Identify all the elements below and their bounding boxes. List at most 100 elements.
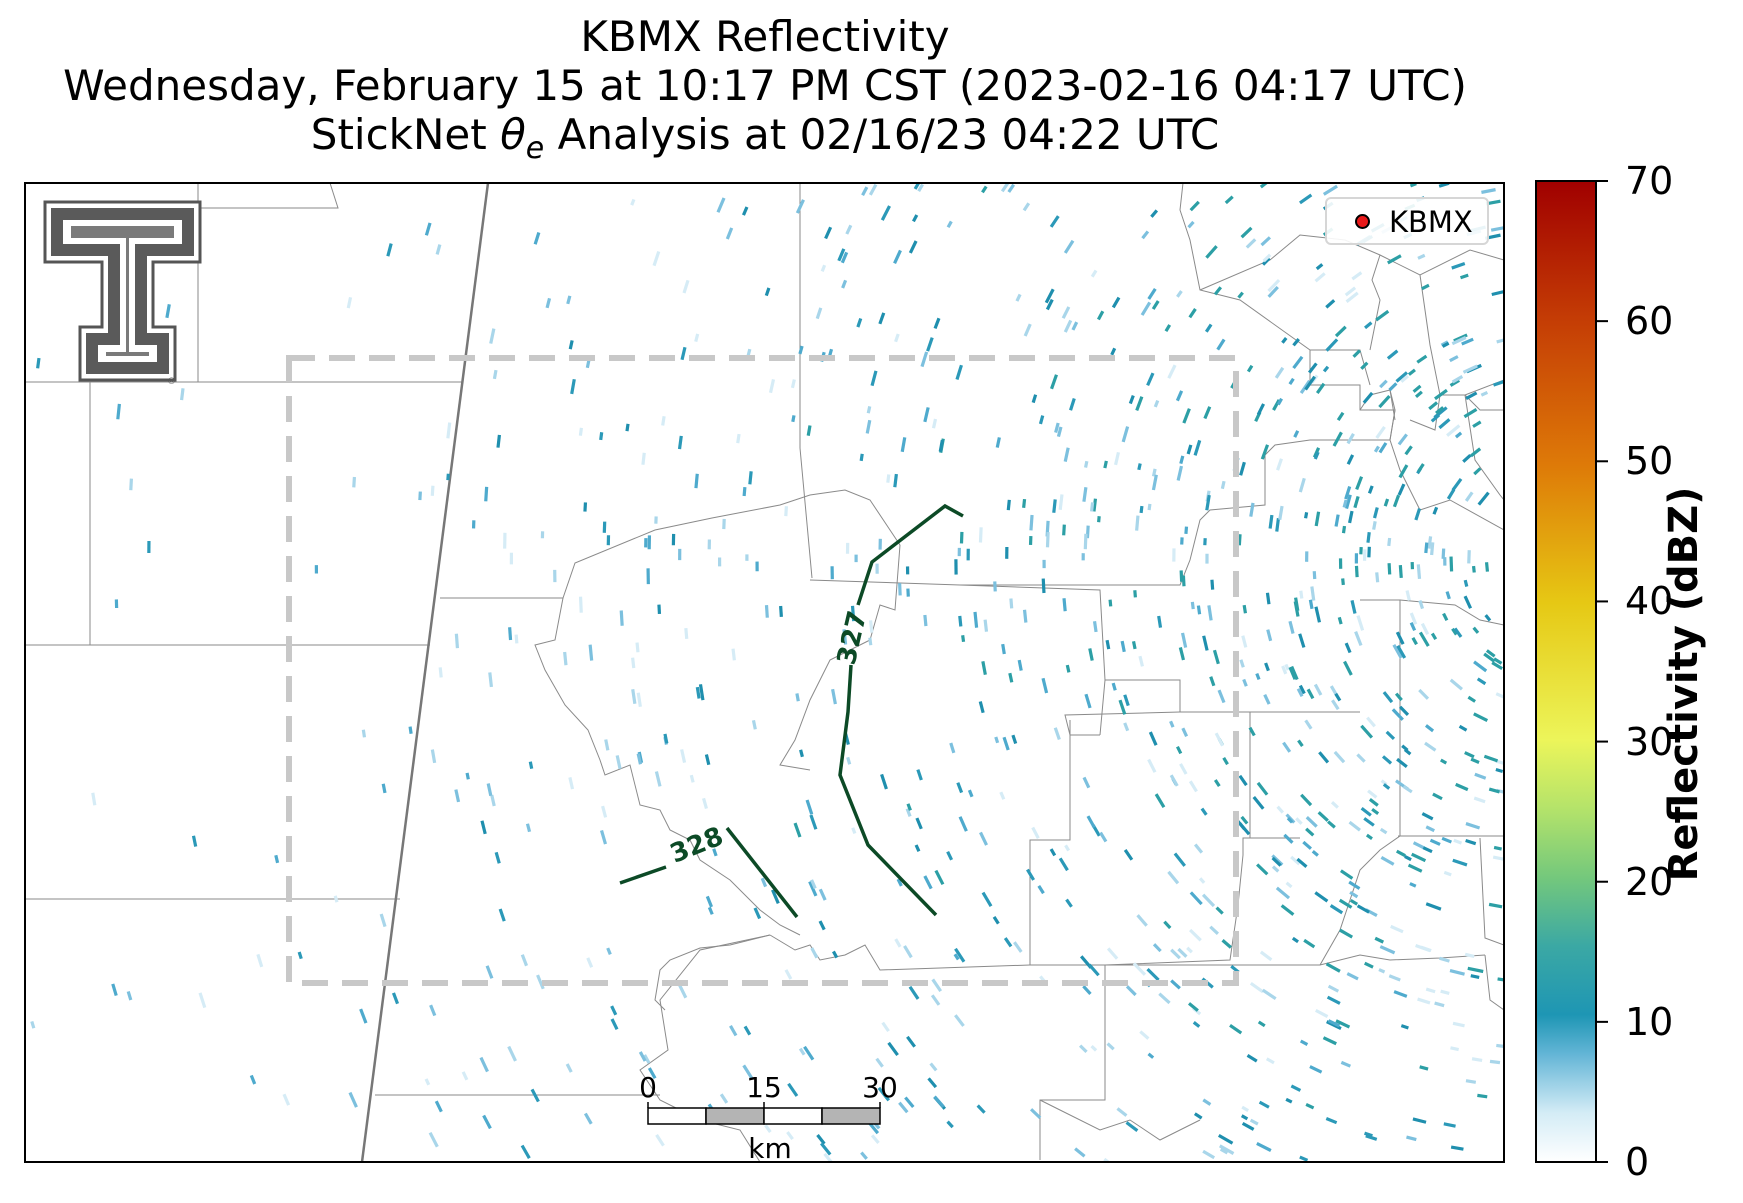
radar-echo <box>1410 561 1415 570</box>
radar-echo <box>1215 906 1224 915</box>
radar-echo <box>1288 620 1295 634</box>
radar-echo <box>654 771 662 787</box>
radar-echo <box>1451 336 1467 346</box>
radar-echo <box>1355 476 1364 491</box>
radar-echo <box>894 938 902 948</box>
radar-echo <box>1296 688 1304 698</box>
radar-echo <box>1345 291 1359 304</box>
radar-echo <box>806 425 812 436</box>
radar-echo <box>1368 798 1379 807</box>
radar-echo <box>498 908 506 922</box>
radar-echo <box>570 378 576 395</box>
scale-tick-0: 0 <box>639 1071 657 1104</box>
radar-echo <box>1031 394 1038 404</box>
radar-echo <box>545 297 552 309</box>
radar-echo <box>1461 337 1474 346</box>
radar-echo <box>1148 731 1158 746</box>
radar-echo <box>979 831 988 846</box>
radar-echo <box>1242 604 1248 614</box>
radar-echo <box>1082 985 1092 996</box>
radar-echo <box>1467 550 1471 564</box>
radar-echo <box>1434 388 1448 401</box>
title-line-3-suffix: Analysis at 02/16/23 04:22 UTC <box>544 110 1220 159</box>
radar-echo <box>1477 491 1490 506</box>
radar-echo <box>929 1062 938 1072</box>
radar-echo <box>1135 396 1144 412</box>
radar-echo <box>793 822 802 838</box>
radar-echo <box>1484 562 1490 572</box>
radar-echo <box>1379 945 1396 955</box>
radar-echo <box>908 985 920 1000</box>
radar-echo <box>956 782 964 794</box>
radar-echo <box>995 437 1001 448</box>
radar-echo <box>1397 433 1408 446</box>
radar-echo <box>916 769 923 781</box>
radar-echo <box>1495 767 1504 774</box>
radar-echo <box>1123 849 1134 861</box>
radar-echo <box>1210 579 1215 590</box>
radar-echo <box>1128 395 1135 405</box>
radar-echo <box>894 333 900 343</box>
radar-echo <box>488 672 494 688</box>
radar-echo <box>1452 858 1468 867</box>
radar-echo <box>1049 215 1060 228</box>
radar-echo <box>256 953 264 968</box>
radar-echo <box>823 1152 836 1162</box>
radar-echo <box>1151 300 1160 310</box>
radar-echo <box>1464 751 1475 759</box>
radar-echo <box>1268 514 1274 529</box>
radar-echo <box>1293 601 1300 617</box>
radar-echo <box>1476 677 1487 686</box>
radar-echo <box>630 198 636 206</box>
radar-echo <box>1407 863 1423 873</box>
radar-echo <box>1314 606 1322 623</box>
radar-echo <box>915 817 923 830</box>
radar-echo <box>1114 451 1120 466</box>
radar-echo <box>1488 902 1503 909</box>
radar-echo <box>1179 455 1185 465</box>
radar-echo <box>1309 1065 1323 1074</box>
radar-echo <box>126 990 133 1001</box>
radar-echo <box>1465 822 1481 830</box>
radar-echo <box>820 264 827 272</box>
radar-echo <box>981 891 993 907</box>
radar-echo <box>719 1093 729 1104</box>
radar-echo <box>429 1004 437 1017</box>
radar-echo <box>641 452 646 465</box>
radar-echo <box>1295 817 1303 825</box>
radar-echo <box>604 739 610 751</box>
radar-echo <box>1266 629 1273 642</box>
radar-echo <box>851 827 857 835</box>
radar-echo <box>1265 1057 1275 1065</box>
radar-echo <box>1258 1100 1270 1109</box>
radar-echo <box>748 471 753 485</box>
radar-echo <box>661 415 666 426</box>
radar-echo <box>1360 724 1374 739</box>
radar-echo <box>961 635 966 642</box>
radar-echo <box>1314 891 1329 903</box>
radar-echo <box>953 953 960 961</box>
radar-echo <box>846 756 852 765</box>
radar-echo <box>1262 253 1272 263</box>
radar-echo <box>1207 605 1213 621</box>
radar-echo <box>1471 1057 1483 1063</box>
radar-echo <box>1105 639 1111 650</box>
radar-echo <box>430 749 437 764</box>
radar-echo <box>1445 591 1451 600</box>
radar-echo <box>1090 269 1098 278</box>
radar-echo <box>646 568 650 585</box>
radar-echo <box>1367 546 1371 558</box>
radar-echo <box>1472 420 1482 428</box>
radar-echo <box>842 629 848 645</box>
radar-echo <box>893 473 898 488</box>
radar-echo <box>1348 510 1354 524</box>
radar-echo <box>1242 678 1248 687</box>
radar-echo <box>1022 609 1028 623</box>
radar-echo <box>1293 430 1300 438</box>
radar-echo <box>1000 183 1010 193</box>
radar-echo <box>1315 382 1326 394</box>
radar-echo <box>816 1134 826 1145</box>
radar-echo <box>1411 852 1427 863</box>
radar-echo <box>893 249 902 264</box>
radar-echo <box>927 1077 938 1089</box>
